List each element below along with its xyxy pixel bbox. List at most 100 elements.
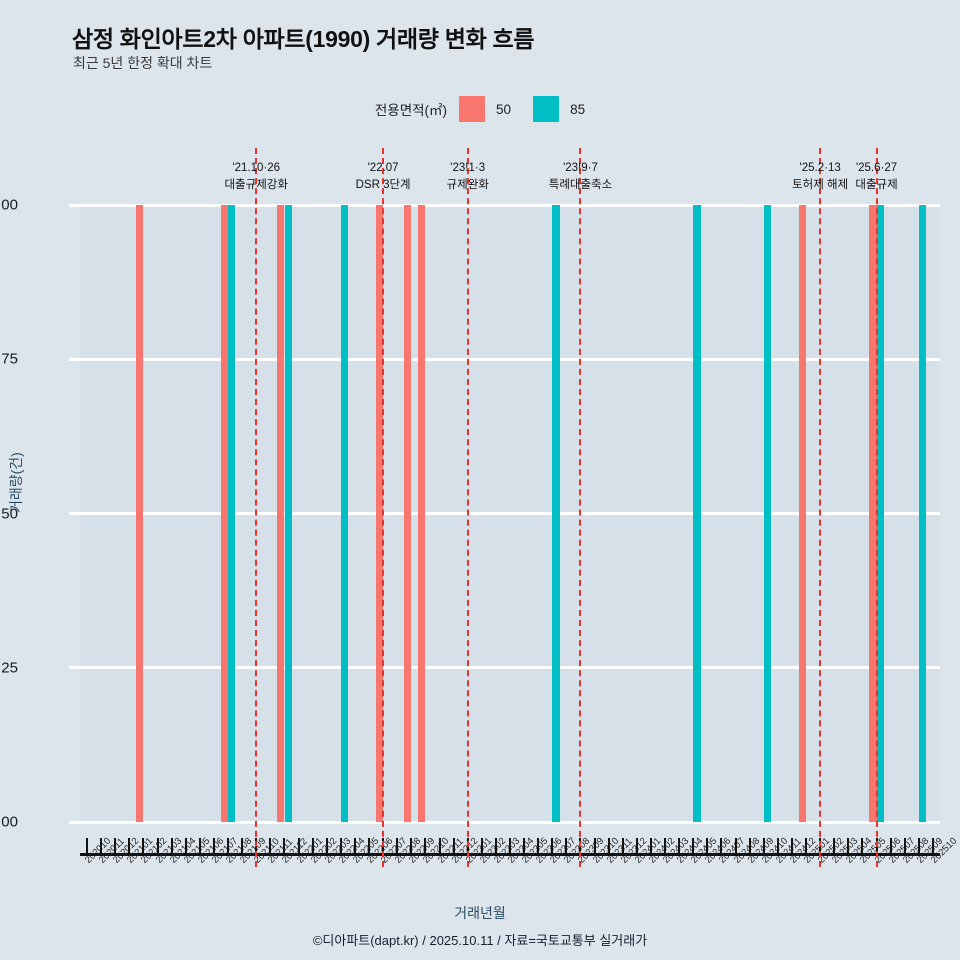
bar-202209-50: [404, 205, 412, 822]
x-tick-mark: [523, 838, 526, 853]
y-tick-mark: [69, 512, 80, 515]
page-title: 삼정 화인아트2차 아파트(1990) 거래량 변화 흐름: [72, 26, 535, 52]
x-tick-mark: [565, 838, 568, 853]
event-text: 규제완화: [446, 178, 489, 191]
legend-label-50: 50: [496, 101, 512, 117]
x-tick-mark: [917, 838, 920, 853]
event-vline-202110: [255, 148, 258, 867]
x-tick-mark: [861, 838, 864, 853]
x-tick-mark: [776, 838, 779, 853]
event-text: 대출규제강화: [224, 178, 288, 191]
x-tick-mark: [86, 838, 89, 853]
x-tick-mark: [593, 838, 596, 853]
x-tick-mark: [227, 838, 230, 853]
y-tick-label: 0.00: [0, 813, 18, 831]
event-date: '21.10·26: [232, 162, 281, 174]
event-date: '25.2·13: [799, 162, 841, 174]
x-tick-mark: [692, 838, 695, 853]
legend-title: 전용면적(㎡): [374, 103, 448, 118]
x-tick-mark: [790, 838, 793, 853]
bar-202405-85: [693, 205, 701, 822]
grid-line: [80, 512, 940, 515]
x-tick-mark: [100, 838, 103, 853]
bar-202410-85: [763, 205, 772, 822]
x-tick-mark: [424, 838, 427, 853]
x-tick-mark: [903, 838, 906, 853]
x-tick-mark: [311, 838, 314, 853]
x-tick-mark: [353, 838, 356, 853]
x-tick-mark: [847, 838, 850, 853]
bar-202102-50: [136, 205, 144, 822]
x-tick-mark: [720, 838, 723, 853]
legend-swatch-85: [533, 96, 560, 122]
event-vline-202502: [819, 148, 822, 867]
x-tick-mark: [198, 838, 201, 853]
x-tick-mark: [212, 838, 215, 853]
bar-202112-50: [277, 205, 285, 822]
x-tick-mark: [762, 838, 765, 853]
x-tick-mark: [494, 838, 497, 853]
bar-202108-50: [220, 205, 229, 822]
x-tick-mark: [452, 838, 455, 853]
x-tick-mark: [325, 838, 328, 853]
grid-line: [80, 820, 940, 824]
x-tick-mark: [128, 838, 131, 853]
legend: 전용면적(㎡) 50 85: [0, 96, 960, 122]
x-tick-mark: [438, 838, 441, 853]
footer-caption: ©디아파트(dapt.kr) / 2025.10.11 / 자료=국토교통부 실…: [312, 933, 648, 948]
event-annotation-202502: '25.2·13 토허제 해제: [792, 160, 848, 193]
event-annotation-202301: '23!1·3 규제완화: [447, 160, 489, 193]
bar-202307-85: [552, 205, 560, 822]
bar-202112-85: [284, 205, 292, 822]
x-axis-line: [80, 853, 940, 856]
event-vline-202309: [579, 148, 582, 867]
grid-line: [80, 666, 940, 670]
bar-202207-50: [375, 205, 384, 822]
x-tick-mark: [621, 838, 624, 853]
event-annotation-202309: '23!9·7 특례대출축소: [549, 160, 612, 193]
event-text: 대출규제: [855, 178, 898, 191]
event-text: 토허제 해제: [792, 178, 849, 191]
bar-202506-85: [876, 205, 884, 822]
x-tick-mark: [649, 838, 652, 853]
x-tick-mark: [706, 838, 709, 853]
bar-202506-50: [869, 205, 877, 822]
x-tick-mark: [748, 838, 751, 853]
plot-panel: [80, 203, 940, 824]
bar-202108-85: [228, 205, 236, 822]
x-tick-mark: [607, 838, 610, 853]
event-vline-202301: [466, 148, 469, 867]
x-tick-mark: [635, 838, 638, 853]
event-vline-202506: [875, 148, 878, 867]
y-tick-mark: [69, 357, 80, 361]
x-tick-mark: [170, 838, 173, 853]
x-tick-mark: [833, 838, 836, 853]
x-tick-mark: [297, 838, 300, 853]
x-tick-mark: [114, 838, 117, 853]
legend-swatch-50: [459, 96, 486, 122]
y-tick-mark: [69, 666, 80, 670]
bar-202509-85: [919, 205, 927, 822]
bar-202204-85: [341, 205, 349, 822]
y-tick-label: 0.50: [0, 505, 18, 522]
event-date: '23!1·3: [450, 162, 486, 174]
grid-line: [80, 357, 940, 361]
event-text: 특례대출축소: [548, 178, 613, 191]
y-tick-mark: [69, 203, 80, 207]
x-tick-mark: [184, 838, 187, 853]
x-tick-mark: [241, 838, 244, 853]
event-vline-202207: [382, 148, 385, 867]
x-tick-mark: [269, 838, 272, 853]
x-tick-mark: [805, 838, 808, 853]
event-annotation-202207: '22.07 DSR 3단계: [356, 160, 411, 193]
bar-202501-50: [798, 205, 807, 822]
y-axis-title: 거래량(건): [8, 452, 24, 513]
event-text: DSR 3단계: [355, 178, 411, 191]
x-tick-mark: [480, 838, 483, 853]
x-tick-mark: [537, 838, 540, 853]
x-tick-mark: [283, 838, 286, 853]
y-tick-label: 0.75: [0, 350, 18, 368]
page-subtitle: 최근 5년 한정 확대 차트: [73, 55, 213, 71]
x-tick-mark: [734, 838, 737, 853]
